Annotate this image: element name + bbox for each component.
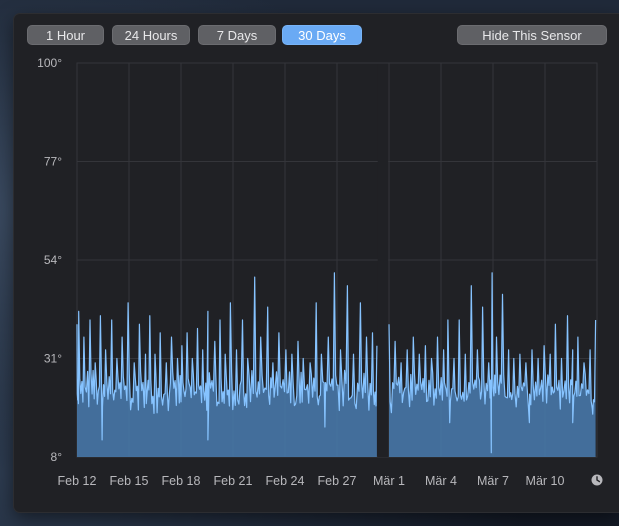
temperature-line: [76, 272, 597, 454]
x-tick-label: Feb 18: [162, 474, 201, 488]
range-30-days-button[interactable]: 30 Days: [282, 25, 362, 45]
x-tick-label: Feb 15: [110, 474, 149, 488]
y-tick-label: 8°: [51, 450, 63, 464]
y-tick-label: 100°: [37, 56, 62, 70]
y-axis-labels: 100° 77° 54° 31° 8°: [37, 56, 62, 464]
data-gap: [377, 64, 389, 457]
sensor-history-panel: 1 Hour 24 Hours 7 Days 30 Days Hide This…: [14, 14, 619, 512]
temperature-area: [77, 272, 596, 457]
hide-sensor-button[interactable]: Hide This Sensor: [457, 25, 607, 45]
temperature-history-chart: 100° 77° 54° 31° 8° Feb 12 Feb 15 Feb 18 Feb 21…: [37, 56, 603, 488]
y-tick-label: 31°: [44, 352, 62, 366]
x-tick-label: Mär 1: [373, 474, 405, 488]
range-7-days-button[interactable]: 7 Days: [198, 25, 276, 45]
x-tick-label: Feb 27: [318, 474, 357, 488]
clock-icon[interactable]: [591, 474, 603, 486]
x-axis-labels: Feb 12 Feb 15 Feb 18 Feb 21 Feb 24 Feb 27 Mär …: [58, 474, 565, 488]
range-24-hours-button[interactable]: 24 Hours: [112, 25, 190, 45]
x-tick-label: Feb 24: [266, 474, 305, 488]
x-tick-label: Mär 4: [425, 474, 457, 488]
x-tick-label: Mär 10: [526, 474, 565, 488]
range-1-hour-button[interactable]: 1 Hour: [27, 25, 104, 45]
x-tick-label: Feb 12: [58, 474, 97, 488]
y-tick-label: 54°: [44, 253, 62, 267]
y-tick-label: 77°: [44, 155, 62, 169]
x-tick-label: Feb 21: [214, 474, 253, 488]
x-tick-label: Mär 7: [477, 474, 509, 488]
